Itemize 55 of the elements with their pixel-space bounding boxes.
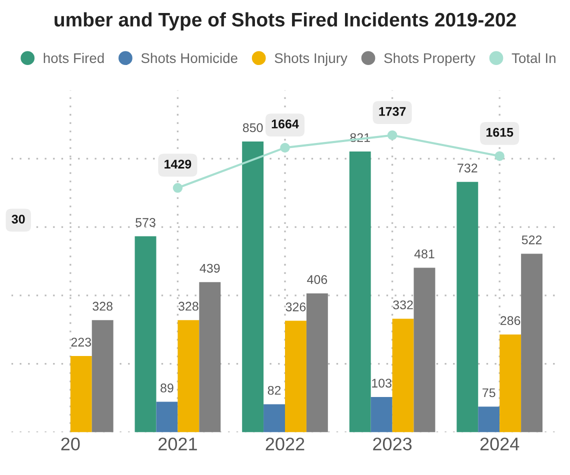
point — [172, 183, 183, 193]
bar — [414, 268, 436, 432]
bar — [242, 142, 264, 432]
bar — [92, 320, 114, 432]
bar — [370, 397, 392, 432]
data-label: 328 — [178, 302, 198, 311]
legend-label: Shots Property — [384, 52, 476, 66]
data-label: 850 — [242, 123, 263, 132]
point — [494, 151, 504, 161]
bar — [500, 334, 522, 432]
x-tick-label: 2022 — [266, 438, 304, 450]
x-tick-label: 2024 — [480, 438, 520, 450]
bar — [285, 320, 306, 432]
data-label: 522 — [522, 235, 542, 244]
data-label: 439 — [200, 264, 220, 273]
data-label: 103 — [372, 378, 392, 388]
bar — [156, 402, 178, 432]
data-label: 332 — [393, 300, 413, 310]
bar — [264, 404, 285, 432]
bar — [392, 318, 414, 432]
data-label: 89 — [160, 384, 174, 392]
data-label: 732 — [458, 164, 478, 172]
x-tick-label: 20 — [61, 438, 80, 450]
data-label: 328 — [92, 302, 112, 311]
data-label: 1664 — [272, 120, 299, 128]
bar — [456, 182, 478, 432]
x-tick-label: 2021 — [158, 438, 197, 450]
data-label: 481 — [414, 249, 434, 258]
data-label: 1737 — [379, 107, 406, 116]
legend-label: Shots Injury — [274, 52, 348, 66]
legend-label: hots Fired — [44, 52, 104, 64]
point — [387, 130, 398, 140]
legend-label: Shots Homicide — [141, 52, 238, 64]
bar — [349, 151, 371, 432]
data-label: 223 — [71, 338, 92, 347]
x-tick-label: 2023 — [373, 438, 412, 450]
data-label: 286 — [500, 316, 520, 326]
bar — [306, 293, 328, 432]
legend-label: Total In — [512, 52, 556, 64]
bar — [199, 282, 221, 432]
bar — [134, 236, 156, 432]
chart-title: umber and Type of Shots Fired Incidents 2019-202 — [54, 12, 516, 30]
bar — [521, 254, 543, 432]
data-label: 75 — [482, 388, 496, 398]
data-label: 1615 — [486, 128, 514, 137]
data-label: 1429 — [164, 160, 192, 169]
bar — [478, 406, 500, 432]
bar — [178, 320, 200, 432]
data-label: 326 — [286, 302, 306, 312]
data-label: 573 — [136, 218, 156, 227]
bar — [70, 356, 92, 432]
annotation: 30 — [12, 214, 25, 224]
data-label: 82 — [268, 386, 281, 395]
data-label: 406 — [307, 275, 328, 284]
point — [280, 142, 290, 153]
